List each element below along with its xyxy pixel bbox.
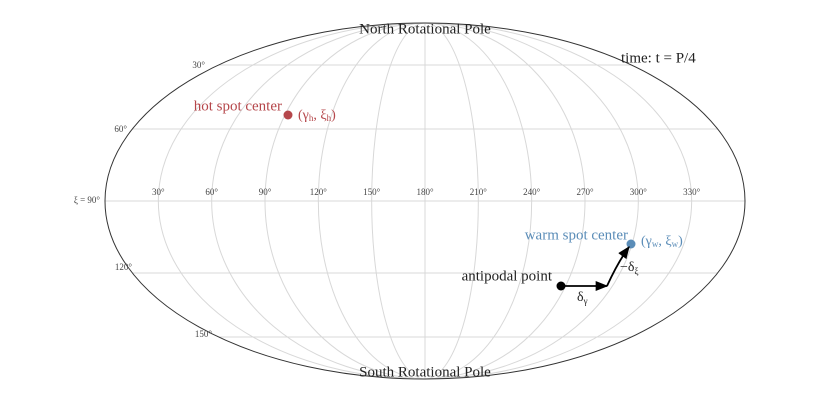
coord: , ξ [658,234,671,249]
symbol-sub: γ [583,296,588,306]
coord: ) [331,108,336,123]
latitude-label: 60° [114,124,127,134]
longitude-label: 180° [416,187,434,197]
coord: (γ [298,108,309,123]
symbol-sub: ξ [635,266,639,276]
longitude-label: 210° [470,187,488,197]
delta-xi-arrow [606,245,630,287]
south-pole-label: South Rotational Pole [359,364,491,380]
longitude-label: 300° [630,187,648,197]
warm-spot-coords: (γw, ξw) [641,234,683,249]
longitude-label: 150° [363,187,381,197]
latitude-label: 30° [192,60,205,70]
hot-spot-coords: (γh, ξh) [298,108,336,123]
antipodal-point [556,281,566,291]
latitude-label: ξ = 90° [74,195,101,205]
longitude-label: 330° [683,187,701,197]
coord-sub: h [309,113,314,123]
coord-sub: w [672,239,679,249]
longitude-label: 90° [259,187,272,197]
symbol: δ [577,290,584,305]
hot-spot [283,110,293,120]
warm-spot-label: warm spot center [525,227,628,243]
latitude-label: 120° [115,262,133,272]
coord: (γ [641,234,652,249]
delta-xi-label: −δξ [620,260,639,276]
outline [104,22,746,380]
coord-sub: h [327,113,332,123]
longitude-label: 270° [576,187,594,197]
time-label: time: t = P/4 [621,50,696,66]
longitude-label: 30° [152,187,165,197]
longitude-label: 60° [205,187,218,197]
coord-sub: w [652,239,659,249]
antipodal-label: antipodal point [462,268,553,284]
grid [105,22,745,380]
delta-gamma-label: δγ [577,290,588,306]
hot-spot-label: hot spot center [194,98,282,114]
longitude-label: 240° [523,187,541,197]
symbol: −δ [620,260,635,275]
latitude-label: 150° [195,329,213,339]
north-pole-label: North Rotational Pole [359,21,491,37]
longitude-label: 120° [310,187,328,197]
coord: , ξ [313,108,326,123]
coord: ) [678,234,683,249]
